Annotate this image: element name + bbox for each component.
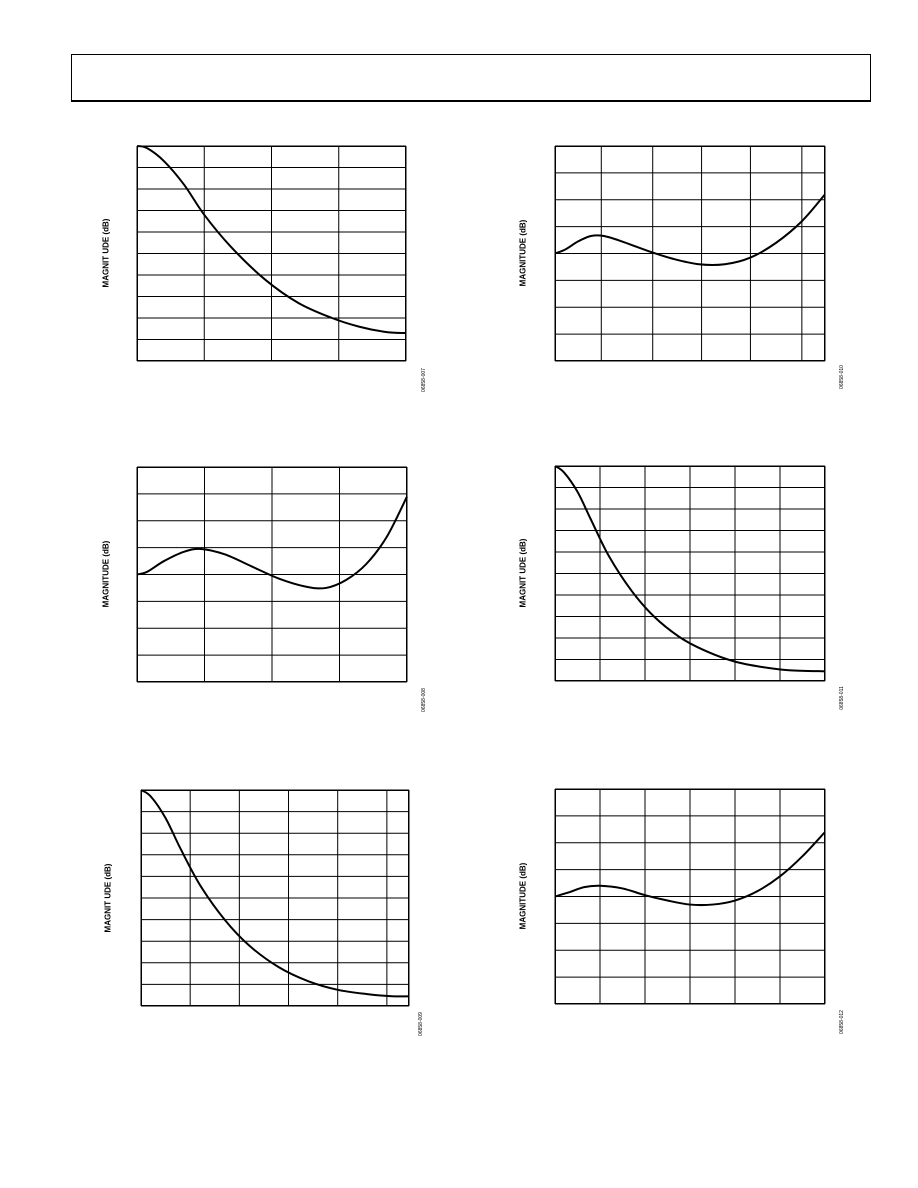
- series-line: [136, 496, 408, 590]
- series-line: [136, 145, 407, 335]
- figure-id-label: 06858-010: [839, 365, 845, 389]
- figure-id-label: 06858-012: [839, 1010, 845, 1034]
- plot-border: [141, 790, 409, 1006]
- y-axis-label: MAGNITUDE (dB): [518, 219, 528, 287]
- figure-id-label: 06858-008: [421, 688, 427, 712]
- chart-panel-1: [136, 145, 407, 362]
- chart-plot-area: [554, 465, 826, 682]
- chart-panel-5: [140, 789, 410, 1007]
- series-line: [140, 789, 410, 998]
- chart-panel-2: [554, 145, 826, 362]
- chart-plot-area: [554, 788, 826, 1005]
- chart-panel-4: [554, 465, 826, 682]
- plot-border: [137, 146, 406, 361]
- chart-plot-area: [136, 466, 408, 683]
- series-line: [554, 465, 826, 673]
- chart-plot-area: [140, 789, 410, 1007]
- y-axis-label: MAGNIT UDE (dB): [518, 538, 528, 608]
- figure-id-label: 06858-011: [839, 686, 845, 710]
- series-line: [554, 193, 826, 267]
- y-axis-label: MAGNIT UDE (dB): [101, 218, 111, 288]
- chart-panel-6: [554, 788, 826, 1005]
- chart-plot-area: [554, 145, 826, 362]
- figure-id-label: 06858-007: [421, 368, 427, 392]
- chart-plot-area: [136, 145, 407, 362]
- series-line: [554, 831, 826, 907]
- y-axis-label: MAGNIT UDE (dB): [103, 863, 113, 933]
- y-axis-label: MAGNITUDE (dB): [518, 862, 528, 930]
- plot-border: [555, 466, 825, 681]
- chart-panel-3: [136, 466, 408, 683]
- figure-id-label: 06858-009: [418, 1012, 424, 1036]
- y-axis-label: MAGNITUDE (dB): [101, 540, 111, 608]
- page-header: [71, 54, 871, 102]
